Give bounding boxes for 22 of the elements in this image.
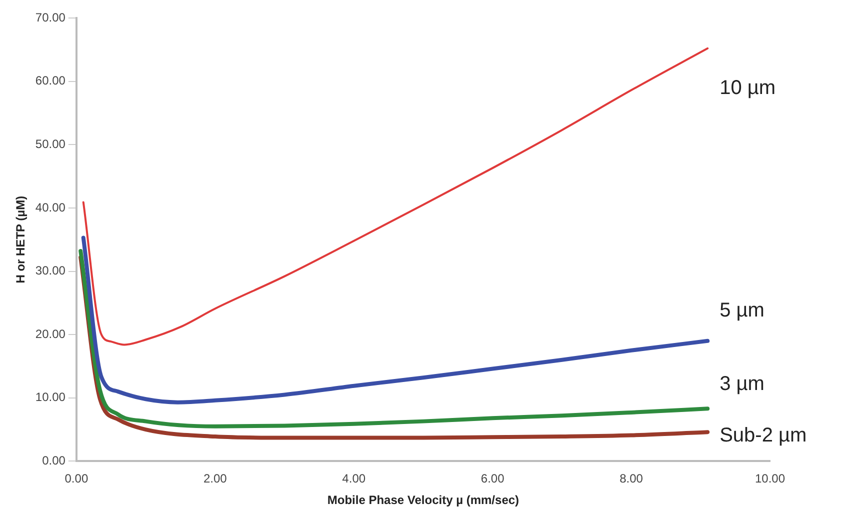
- x-tick-label: 0.00: [64, 472, 88, 486]
- x-tick-label: 4.00: [342, 472, 366, 486]
- x-axis-title: Mobile Phase Velocity µ (mm/sec): [327, 493, 520, 508]
- series-label: 10 µm: [720, 76, 776, 99]
- x-tick-label: 6.00: [480, 472, 505, 486]
- line-series: [82, 47, 709, 346]
- y-axis-title: H or HETP (µM): [14, 196, 28, 284]
- y-tick-label: 50.00: [35, 136, 66, 151]
- line-series: [81, 236, 710, 404]
- y-tick-label: 30.00: [35, 264, 66, 278]
- series-label: 5 µm: [720, 299, 764, 322]
- y-tick-label: 60.00: [35, 74, 66, 88]
- x-tick-label: 2.00: [203, 472, 228, 486]
- y-tick-label: 10.00: [35, 390, 66, 404]
- y-tick-label: 70.00: [35, 10, 66, 24]
- series-label: 3 µm: [720, 373, 764, 396]
- y-tick-label: 20.00: [35, 326, 66, 341]
- y-tick-label: 0.00: [42, 454, 66, 468]
- x-tick-label: 8.00: [620, 472, 644, 486]
- y-tick-label: 40.00: [35, 200, 66, 214]
- x-tick-label: 10.00: [754, 472, 786, 486]
- series-label: Sub-2 µm: [720, 424, 807, 447]
